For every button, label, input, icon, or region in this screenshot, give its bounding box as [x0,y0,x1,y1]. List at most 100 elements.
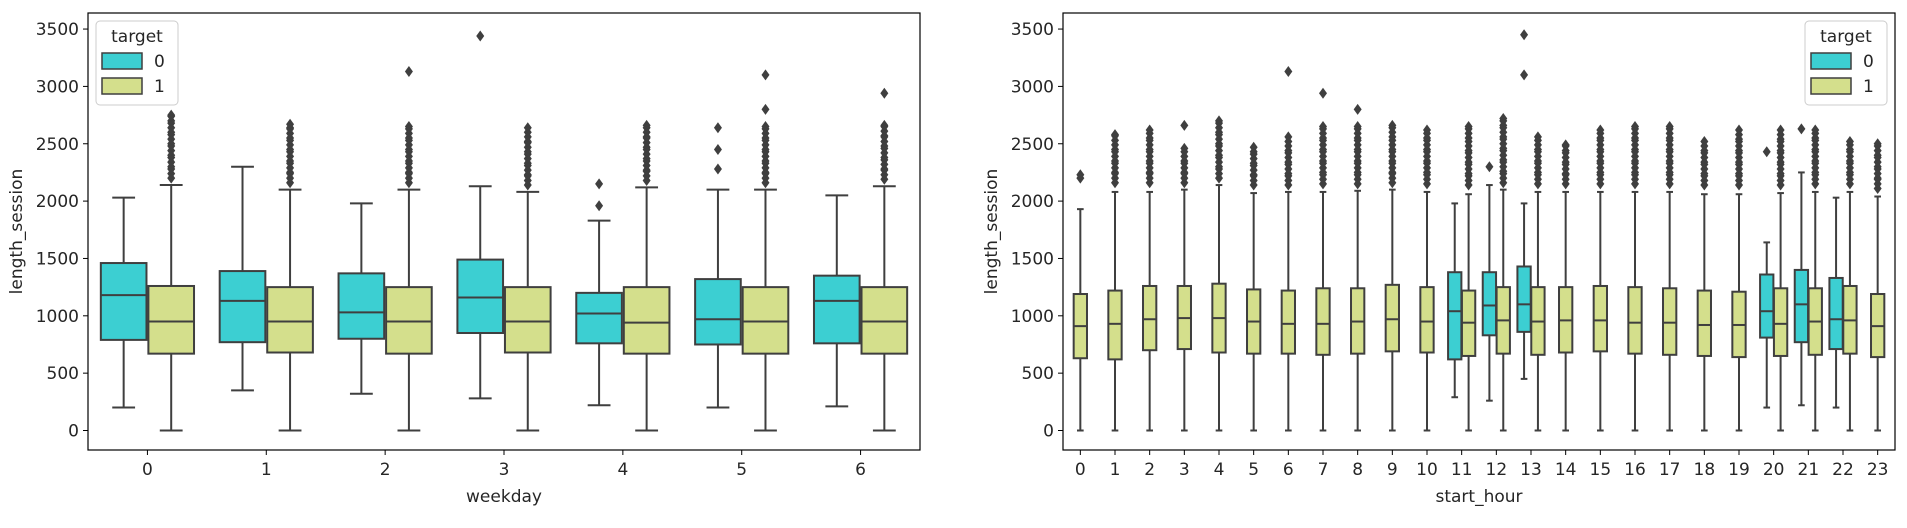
x-tick-label: 2 [1144,460,1155,480]
box-iqr [1280,289,1296,355]
outlier-point [1520,29,1529,41]
box-target-1-cat-3 [1176,119,1192,432]
outlier-point [713,163,722,175]
x-tick-label: 5 [736,460,747,480]
y-tick-label: 3500 [1011,20,1054,40]
legend-label-1: 1 [1863,77,1874,97]
box-iqr [385,286,433,355]
outlier-point [1284,131,1293,143]
x-tick-label: 11 [1451,460,1473,480]
x-tick-label: 0 [142,460,153,480]
box-target-1-cat-6 [1280,65,1296,432]
outlier-point [595,178,604,190]
box-target-1-cat-10 [1419,124,1435,432]
outlier-point [595,200,604,212]
box-iqr [266,286,314,354]
box-target-0-cat-11 [1447,202,1463,399]
box-target-1-cat-23 [1870,138,1886,432]
x-tick-label: 14 [1555,460,1577,480]
outlier-point [1665,121,1674,133]
box-target-1-cat-5 [741,69,790,432]
box-target-0-cat-13 [1516,29,1532,380]
box-target-0-cat-12 [1481,161,1498,402]
outlier-point [1485,161,1494,173]
legend-label-0: 0 [1863,52,1874,72]
box-iqr [147,284,196,355]
box-iqr [1481,271,1498,337]
box-iqr [1315,287,1331,356]
outlier-point [1249,141,1258,153]
x-tick-label: 3 [1179,460,1190,480]
x-tick-label: 6 [1283,460,1294,480]
outlier-point [1076,169,1085,181]
x-tick-label: 4 [617,460,628,480]
box-target-0-cat-1 [218,165,267,392]
box-iqr [1142,284,1158,352]
box-target-1-cat-3 [503,122,552,432]
legend-swatch-0 [101,52,143,70]
y-tick-label: 0 [1043,422,1054,442]
x-tick-label: 18 [1694,460,1716,480]
plot-frame [1062,12,1896,451]
y-tick-label: 1500 [36,249,79,269]
x-axis-label: start_hour [1435,487,1522,507]
box-target-1-cat-17 [1662,121,1678,432]
x-axis-label: weekday [466,487,542,507]
y-tick-label: 2500 [36,135,79,155]
legend-label-0: 0 [154,52,165,72]
y-tick-label: 500 [47,364,79,384]
outlier-point [1631,121,1639,133]
y-tick-label: 3500 [36,20,79,40]
box-target-0-cat-0 [99,196,148,409]
x-tick-label: 9 [1387,460,1398,480]
box-iqr [1107,289,1123,361]
box-iqr [741,286,790,355]
x-tick-label: 22 [1832,460,1854,480]
box-iqr [1592,284,1608,353]
box-target-0-cat-20 [1759,146,1775,409]
box-target-1-cat-13 [1530,131,1546,432]
x-tick-label: 16 [1624,460,1646,480]
box-target-1-cat-18 [1696,135,1712,432]
box-iqr [812,274,861,345]
outlier-point [1111,129,1119,141]
chart-panel-0: 0 500 1000 1500 2000 2500 3000 3500 0 1 2 3 4 5 6 weekd… [7,12,921,507]
box-target-1-cat-9 [1384,119,1400,432]
outlier-point [286,118,295,130]
x-tick-label: 10 [1416,460,1438,480]
box-target-1-cat-8 [1350,103,1366,432]
outlier-point [713,143,722,155]
outlier-point [713,122,722,134]
box-target-1-cat-22 [1842,135,1858,432]
box-target-1-cat-6 [860,87,909,432]
x-tick-label: 23 [1867,460,1889,480]
x-tick-label: 3 [499,460,510,480]
outlier-point [1700,135,1709,147]
x-tick-label: 0 [1075,460,1086,480]
outlier-point [1388,119,1397,131]
legend-title: target [111,27,163,47]
outlier-point [1533,131,1542,143]
box-iqr [622,286,671,355]
outlier-point [1873,138,1882,150]
outlier-point [642,119,651,131]
outlier-point [1145,124,1154,136]
outlier-point [1353,103,1362,115]
x-tick-label: 12 [1486,460,1508,480]
legend-swatch-1 [1810,77,1852,95]
outlier-point [761,69,770,81]
x-tick-label: 5 [1248,460,1259,480]
x-tick-label: 7 [1318,460,1329,480]
outlier-point [1776,124,1785,136]
box-target-0-cat-4 [575,178,623,407]
box-iqr [503,286,552,354]
box-target-1-cat-19 [1731,124,1747,432]
outlier-point [1499,113,1508,125]
x-tick-label: 6 [855,460,866,480]
box-target-1-cat-12 [1495,113,1511,432]
box-iqr [575,291,623,345]
y-tick-label: 3000 [1011,77,1054,97]
box-target-0-cat-6 [812,194,861,408]
